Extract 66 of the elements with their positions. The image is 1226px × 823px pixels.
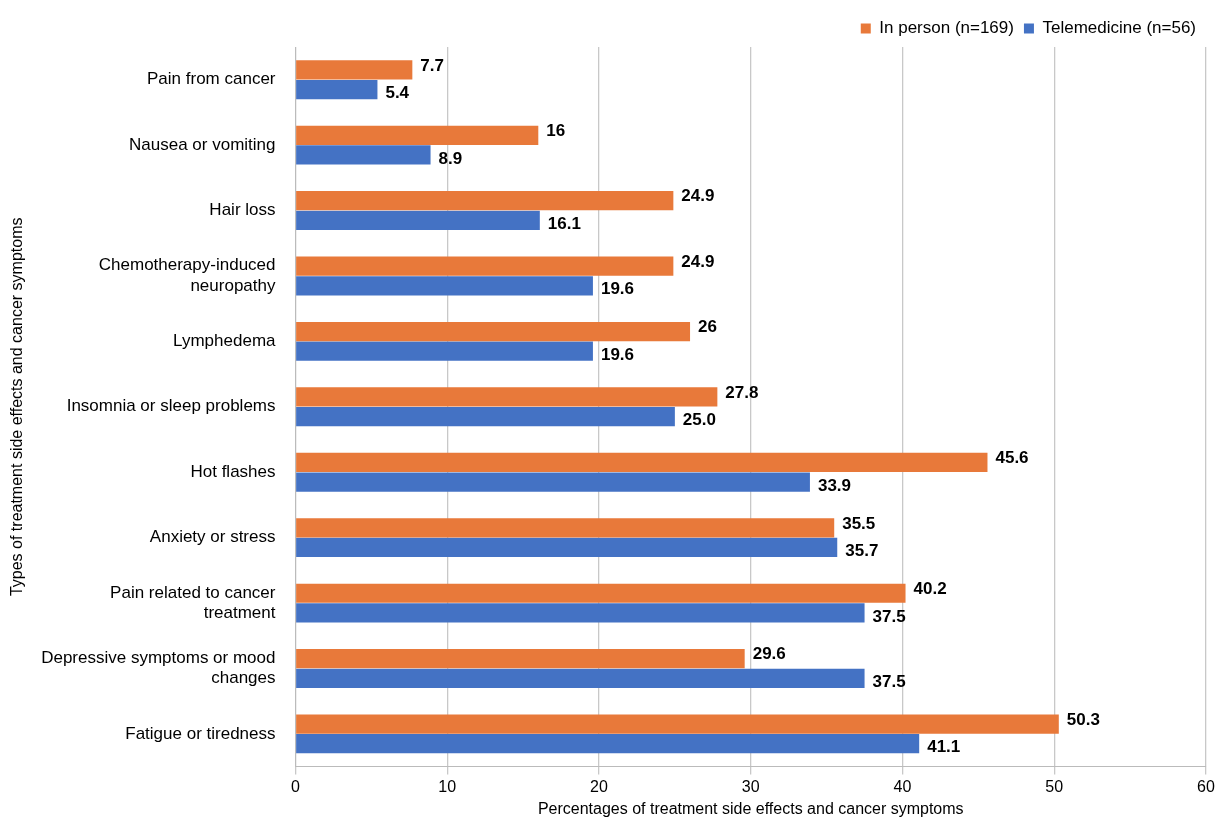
y-tick-label: Lymphedema — [173, 331, 277, 351]
bar — [296, 518, 835, 538]
x-tick-label: 0 — [291, 777, 301, 795]
data-label: 45.6 — [995, 448, 1029, 468]
bar — [296, 145, 431, 165]
bar — [296, 407, 675, 427]
x-tick-label: 60 — [1197, 777, 1215, 795]
y-tick-label: Anxiety or stress — [149, 527, 276, 547]
x-axis-title: Percentages of treatment side effects and cancer symptoms — [537, 799, 964, 817]
data-label: 24.9 — [681, 251, 715, 271]
data-label: 8.9 — [438, 148, 463, 168]
data-label: 37.5 — [872, 606, 906, 626]
x-tick-label: 20 — [590, 777, 608, 795]
bar — [296, 537, 838, 558]
data-label: 26 — [698, 317, 717, 337]
y-tick-label: Fatigue or tiredness — [125, 723, 276, 743]
y-tick-label: Hot flashes — [190, 461, 276, 481]
bar — [296, 79, 378, 100]
y-tick-label: Pain from cancer — [147, 69, 276, 89]
bar — [296, 321, 691, 342]
data-label: 29.6 — [752, 644, 786, 664]
data-label: 40.2 — [913, 578, 947, 598]
data-label: 27.8 — [725, 382, 759, 402]
y-axis-title: Types of treatment side effects and cancer symptoms — [8, 217, 26, 597]
y-tick-label: Depressive symptoms or mood changes — [41, 647, 276, 688]
data-label: 24.9 — [681, 186, 715, 206]
bar — [296, 60, 413, 80]
bar — [296, 341, 593, 361]
bar — [296, 472, 810, 492]
y-tick-label: Chemotherapy-induced neuropathy — [98, 255, 276, 295]
x-tick-label: 50 — [1045, 777, 1064, 795]
data-label: 25.0 — [682, 410, 716, 430]
bar — [296, 125, 539, 145]
data-label: 33.9 — [817, 475, 852, 495]
x-tick-label: 40 — [893, 777, 912, 795]
data-label: 41.1 — [927, 737, 961, 757]
data-label: 19.6 — [600, 344, 635, 364]
data-label: 16 — [546, 121, 566, 140]
data-label: 7.7 — [420, 55, 444, 75]
data-label: 50.3 — [1066, 709, 1100, 729]
bar — [296, 668, 865, 688]
legend-label: Telemedicine (n=56) — [1042, 18, 1197, 38]
data-label: 19.6 — [600, 279, 635, 299]
bar — [296, 276, 593, 296]
data-label: 37.5 — [872, 671, 906, 691]
y-tick-label: Insomnia or sleep problems — [66, 396, 276, 416]
bar — [296, 256, 674, 276]
data-label: 35.7 — [845, 541, 879, 561]
x-tick-label: 10 — [438, 777, 457, 795]
x-tick-label: 30 — [741, 777, 760, 795]
bar — [296, 603, 865, 623]
bar — [296, 452, 988, 473]
y-tick-label: Nausea or vomiting — [129, 134, 276, 154]
y-tick-label: Hair loss — [209, 200, 276, 220]
bar — [296, 191, 674, 211]
bar — [296, 210, 540, 230]
legend-label: In person (n=169) — [879, 18, 1014, 38]
data-label: 5.4 — [385, 83, 410, 103]
y-tick-label: Pain related to cancer treatment — [110, 582, 276, 622]
data-label: 35.5 — [842, 513, 876, 533]
bar — [296, 714, 1059, 734]
bar — [296, 583, 906, 603]
bar — [296, 387, 718, 407]
bar — [296, 734, 920, 754]
data-label: 16.1 — [547, 214, 581, 234]
bar — [296, 649, 745, 669]
